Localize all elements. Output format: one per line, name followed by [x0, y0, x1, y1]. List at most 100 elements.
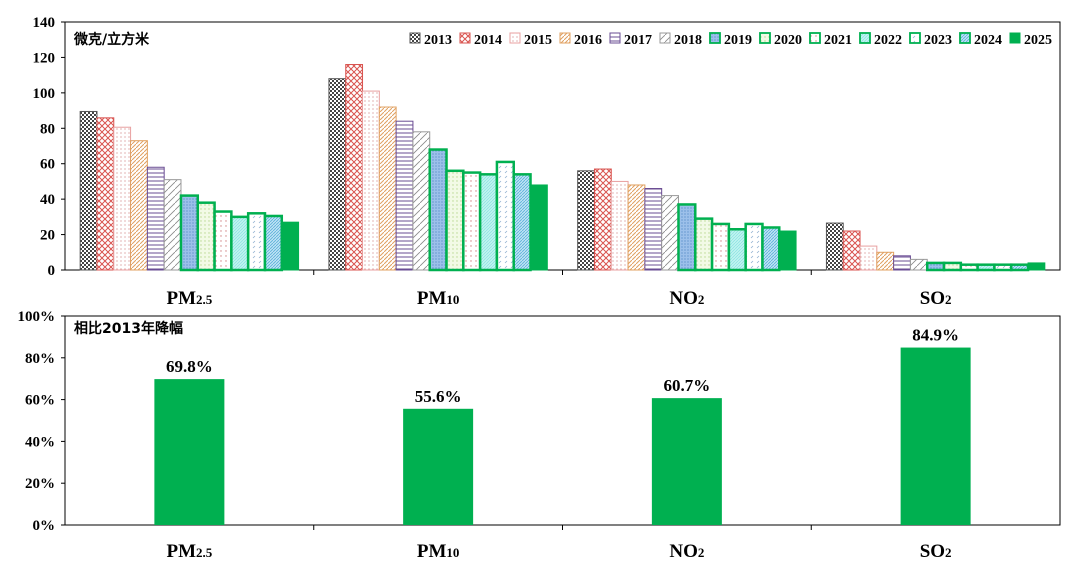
y-tick-label: 40: [40, 192, 55, 208]
data-label: 69.8%: [166, 357, 213, 376]
bar-2015-SO2: [859, 245, 878, 271]
bar-2021-PM2.5: [213, 210, 233, 272]
bar-2019-SO2: [925, 261, 946, 272]
bar-2017-PM2.5: [146, 166, 165, 271]
bar-2022-PM2.5: [230, 215, 250, 272]
y-tick-label: 140: [33, 15, 56, 31]
x-category-label: SO2: [920, 288, 952, 309]
x-category-label: PM2.5: [166, 288, 212, 309]
y-tick-label: 100%: [18, 309, 56, 325]
bar-2020-NO2: [694, 217, 714, 272]
bar-NO2: [651, 398, 722, 525]
legend-swatch-2024: [959, 32, 971, 44]
bar-2023-PM10: [495, 160, 515, 272]
y-tick-label: 60%: [25, 393, 55, 409]
bar-PM2.5: [154, 379, 225, 525]
bar-2015-PM2.5: [113, 126, 132, 271]
bar-2023-SO2: [993, 263, 1013, 272]
bar-2024-PM2.5: [263, 214, 284, 272]
y-tick-label: 20%: [25, 476, 55, 492]
legend-label: 2018: [674, 33, 702, 48]
legend-swatch-2020: [759, 32, 771, 44]
legend-label: 2014: [474, 33, 502, 48]
bar-2013-SO2: [825, 222, 844, 271]
bar-2022-PM10: [478, 173, 499, 272]
bar-2014-PM2.5: [96, 117, 115, 271]
bar-2019-NO2: [677, 203, 697, 272]
y-tick-label: 60: [40, 157, 55, 173]
bar-2018-NO2: [661, 195, 679, 271]
bar-2020-PM10: [445, 169, 465, 272]
legend-swatch-2019: [709, 32, 721, 44]
bar-2018-SO2: [909, 258, 928, 271]
bar-2014-NO2: [593, 168, 612, 271]
bar-2019-PM10: [428, 148, 448, 272]
y-tick-label: 80: [40, 121, 55, 137]
x-category-label: PM10: [417, 288, 460, 309]
bar-2020-PM2.5: [196, 201, 216, 272]
legend-label: 2020: [774, 33, 802, 48]
chart-title: 相比2013年降幅: [74, 320, 183, 337]
x-category-label: NO2: [669, 541, 704, 562]
legend-label: 2024: [974, 33, 1002, 48]
bar-2016-SO2: [876, 251, 895, 271]
bar-2025-PM2.5: [281, 221, 300, 271]
legend-swatch-2017: [609, 32, 621, 44]
bar-2016-PM10: [378, 106, 397, 271]
bar-2016-PM2.5: [130, 140, 148, 271]
bar-2018-PM10: [412, 131, 431, 271]
bar-PM10: [403, 408, 474, 525]
data-label: 84.9%: [912, 326, 959, 345]
bar-2015-PM10: [362, 90, 380, 271]
concentration-chart: 0 20 40 60 80 100 120 140 PM2.5 PM10 NO2 SO2 微克/立方米 2…: [33, 15, 1061, 309]
x-category-label: SO2: [920, 541, 952, 562]
bar-SO2: [900, 347, 971, 525]
bar-2018-PM2.5: [163, 179, 182, 271]
bar-2014-PM10: [345, 64, 364, 271]
unit-label: 微克/立方米: [73, 31, 150, 48]
x-category-label: NO2: [669, 288, 704, 309]
bar-2017-NO2: [644, 188, 663, 271]
legend-swatch-2014: [459, 32, 471, 44]
bar-2014-SO2: [842, 230, 861, 271]
bar-2023-NO2: [744, 222, 764, 272]
legend-swatch-2025: [1009, 32, 1021, 44]
legend-swatch-2023: [909, 32, 921, 44]
bar-2021-NO2: [710, 222, 731, 272]
y-tick-label: 100: [33, 86, 56, 102]
bar-2019-PM2.5: [179, 194, 200, 272]
y-tick-label: 20: [40, 228, 55, 244]
bar-2024-PM10: [512, 173, 532, 272]
data-label: 60.7%: [664, 376, 711, 395]
legend-label: 2013: [424, 33, 452, 48]
legend-swatch-2016: [559, 32, 571, 44]
bar-2013-NO2: [577, 170, 595, 271]
x-category-label: PM10: [417, 541, 460, 562]
bar-2025-PM10: [530, 184, 548, 271]
bar-2022-NO2: [727, 228, 747, 272]
legend-label: 2017: [624, 33, 652, 48]
x-category-label: PM2.5: [166, 541, 212, 562]
reduction-chart: 0% 20% 40% 60% 80% 100% 相比2013年降幅 69.8% PM2.5 55.…: [18, 309, 1061, 562]
legend-label: 2025: [1024, 33, 1052, 48]
bar-2021-PM10: [462, 171, 482, 272]
bar-2025-NO2: [778, 230, 797, 271]
bar-2013-PM10: [328, 78, 347, 271]
bar-2015-NO2: [610, 180, 629, 271]
y-tick-label: 120: [33, 50, 56, 66]
legend-swatch-2013: [409, 32, 421, 44]
legend-label: 2021: [824, 33, 852, 48]
legend-label: 2023: [924, 33, 952, 48]
bar-2021-SO2: [959, 263, 979, 272]
bar-2024-SO2: [1009, 263, 1030, 272]
bar-2016-NO2: [627, 184, 646, 271]
bar-2025-SO2: [1027, 262, 1046, 271]
bar-2020-SO2: [942, 261, 963, 272]
y-tick-label: 0: [48, 263, 56, 279]
y-tick-label: 40%: [25, 434, 55, 450]
bar-2013-PM2.5: [79, 110, 98, 271]
legend-label: 2019: [724, 33, 752, 48]
legend-swatch-2021: [809, 32, 821, 44]
y-tick-label: 0%: [33, 518, 56, 534]
y-tick-label: 80%: [25, 351, 55, 367]
